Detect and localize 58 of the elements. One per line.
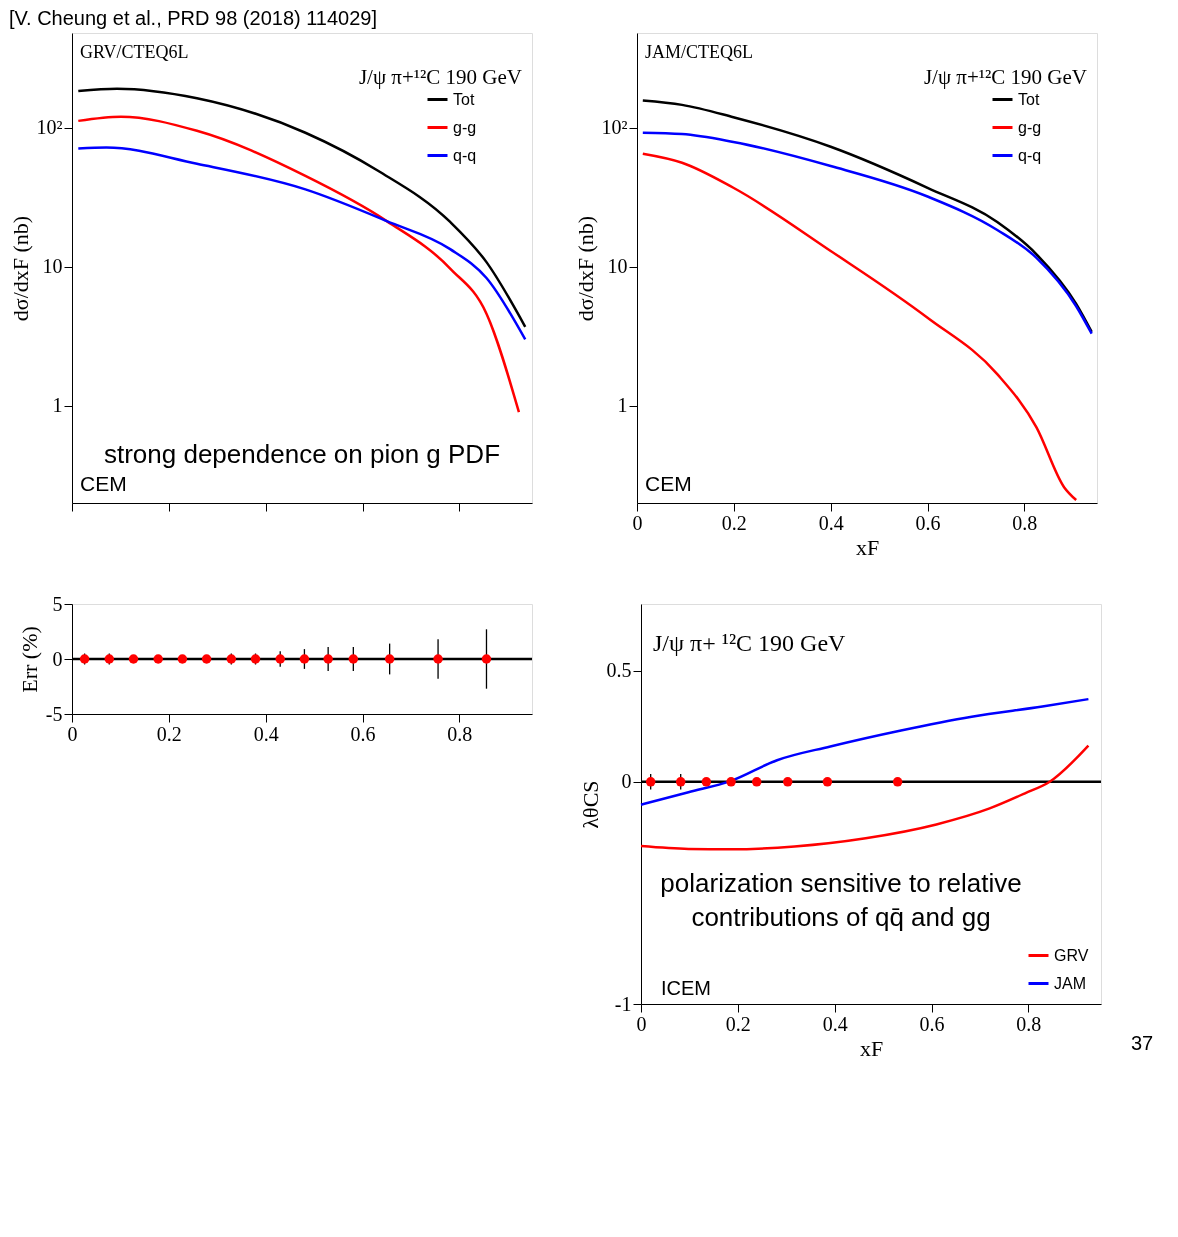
legend-label: g-g	[1018, 118, 1042, 136]
y-tick-label: 1	[617, 394, 628, 417]
y-axis-title: Err (%)	[16, 626, 42, 693]
x-tick-label: 0.2	[725, 1012, 751, 1035]
annotation: CEM	[645, 472, 692, 495]
annotation: J/ψ π+ ¹²C 190 GeV	[653, 630, 847, 656]
x-tick-label: 0.8	[447, 722, 473, 745]
text: 37	[1131, 1032, 1154, 1054]
annotation: polarization sensitive to relative contributions of qq̄ and gg	[660, 868, 1022, 932]
legend-label: JAM	[1054, 974, 1086, 992]
x-tick-label: 0.2	[721, 511, 747, 534]
line-series	[77, 115, 521, 414]
legend-label: Tot	[1018, 90, 1040, 108]
line-series	[77, 87, 527, 329]
x-tick-label: 0	[67, 722, 78, 745]
y-axis-title: dσ/dxF (nb)	[7, 215, 33, 322]
x-tick-label: 0.8	[1012, 511, 1038, 534]
annotation: J/ψ π+¹²C 190 GeV	[923, 65, 1087, 89]
y-tick-label: 10	[42, 255, 63, 278]
y-axis-title: λθCS	[577, 780, 603, 829]
line-series	[639, 697, 1090, 806]
line-series	[641, 152, 1078, 502]
y-tick-label: 10²	[601, 116, 628, 139]
y-tick-label: 5	[52, 592, 63, 615]
line-series	[639, 744, 1090, 851]
x-tick-label: 0.6	[915, 511, 941, 534]
x-tick-label: 0.4	[818, 511, 844, 534]
y-tick-label: 0.5	[606, 659, 632, 682]
x-tick-label: 0.6	[350, 722, 376, 745]
x-tick-label: 0.4	[253, 722, 279, 745]
annotation: J/ψ π+¹²C 190 GeV	[358, 65, 522, 89]
y-axis-title: dσ/dxF (nb)	[572, 215, 598, 322]
y-tick-label: 10	[607, 255, 628, 278]
legend-label: q-q	[1018, 146, 1042, 164]
line-series	[77, 146, 527, 341]
y-tick-label: 0	[52, 647, 63, 670]
legend-label: g-g	[453, 118, 477, 136]
legend-label: Tot	[453, 90, 475, 108]
chart-title: [V. Cheung et al., PRD 98 (2018) 114029]	[9, 7, 378, 29]
annotation: CEM	[80, 472, 127, 495]
x-tick-label: 0.4	[822, 1012, 848, 1035]
annotation: ICEM	[661, 977, 711, 999]
y-tick-label: 0	[621, 770, 632, 793]
legend-label: GRV	[1054, 946, 1089, 964]
y-tick-label: 1	[52, 394, 63, 417]
y-tick-label: -1	[614, 992, 632, 1015]
x-tick-label: 0.2	[156, 722, 182, 745]
y-tick-label: -5	[45, 702, 63, 725]
x-tick-label: 0.8	[1016, 1012, 1042, 1035]
legend-label: q-q	[453, 146, 477, 164]
x-axis-title: xF	[859, 1035, 884, 1061]
x-axis-title: xF	[855, 534, 880, 560]
annotation: GRV/CTEQ6L	[80, 42, 189, 62]
annotation: strong dependence on pion g PDF	[103, 439, 501, 469]
x-tick-label: 0.6	[919, 1012, 945, 1035]
annotation: JAM/CTEQ6L	[645, 42, 753, 62]
y-tick-label: 10²	[36, 116, 63, 139]
x-tick-label: 0	[636, 1012, 647, 1035]
